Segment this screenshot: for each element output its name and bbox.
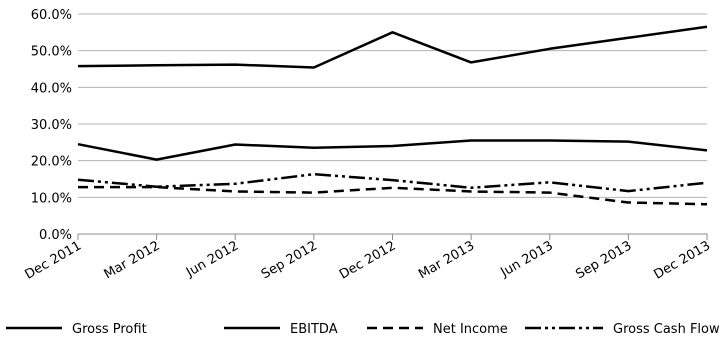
y-axis-tick-labels: 0.0% 10.0% 20.0% 30.0% 40.0% 50.0% 60.0%	[31, 8, 72, 243]
gridlines	[78, 13, 707, 198]
series-lines	[77, 25, 708, 206]
y-tick-label: 40.0%	[31, 81, 72, 96]
series-line-3	[77, 172, 708, 193]
legend-label-2: Net Income	[433, 322, 508, 337]
y-tick-label: 50.0%	[31, 45, 72, 60]
series-line-1	[77, 139, 708, 161]
x-axis-tick-labels: Dec 2011 Mar 2012 Jun 2012 Sep 2012 Dec 2012…	[22, 238, 713, 282]
x-tick-label: Dec 2013	[651, 238, 713, 282]
y-tick-label: 0.0%	[39, 228, 72, 243]
legend-label-1: EBITDA	[290, 322, 338, 337]
y-tick-label: 60.0%	[31, 8, 72, 23]
x-tick-label: Mar 2013	[416, 238, 477, 282]
series-line-0	[77, 25, 708, 69]
x-tick-label: Dec 2012	[337, 238, 399, 282]
x-axis	[77, 233, 708, 240]
x-tick-label: Jun 2012	[183, 238, 241, 280]
x-tick-label: Sep 2012	[259, 238, 320, 282]
legend: Gross Profit EBITDA Net Income Gross Cash F…	[6, 322, 720, 337]
y-tick-label: 20.0%	[31, 155, 72, 170]
legend-label-0: Gross Profit	[72, 322, 147, 337]
y-tick-label: 30.0%	[31, 118, 72, 133]
series-line-2	[78, 185, 708, 206]
y-tick-label: 10.0%	[31, 191, 72, 206]
x-tick-label: Sep 2013	[573, 238, 634, 282]
x-tick-label: Jun 2013	[498, 238, 556, 280]
x-tick-label: Mar 2012	[102, 238, 163, 282]
x-tick-label: Dec 2011	[22, 238, 84, 282]
legend-label-3: Gross Cash Flow	[613, 322, 720, 337]
